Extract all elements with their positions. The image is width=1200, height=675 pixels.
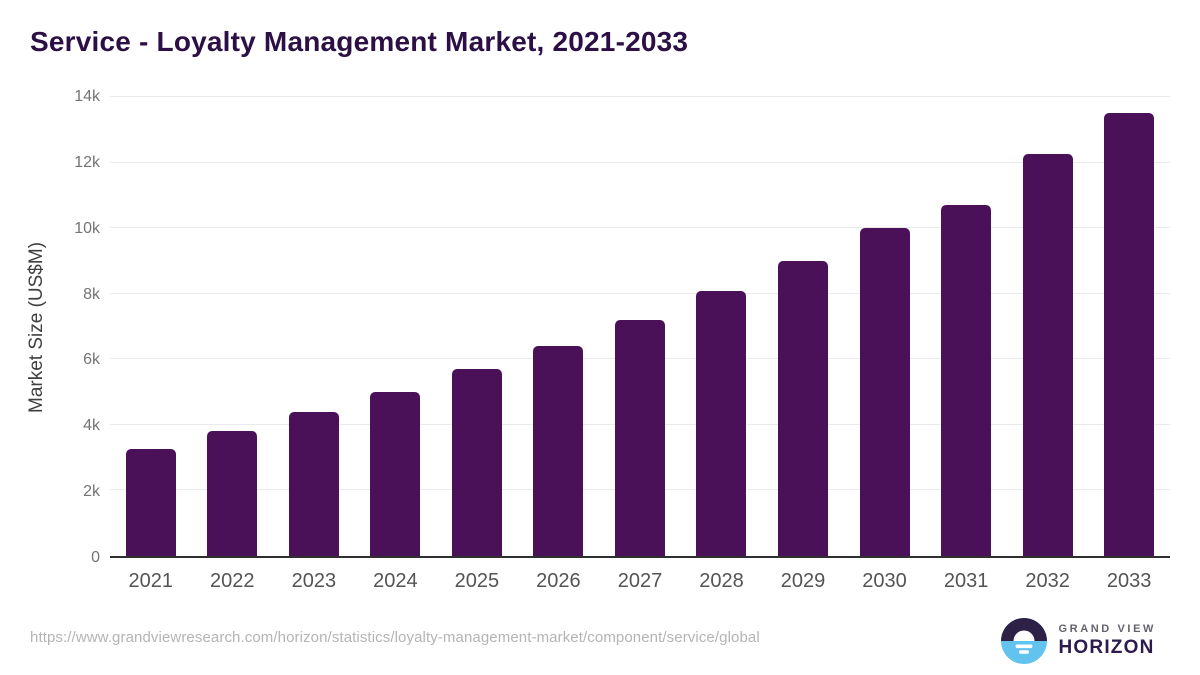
bar-band: 2024 <box>355 97 437 592</box>
bar-band: 2027 <box>599 97 681 592</box>
bar-band: 2022 <box>192 97 274 592</box>
x-tick-label: 2027 <box>617 570 663 592</box>
bar-2032 <box>1022 154 1073 556</box>
bar-2022 <box>207 431 258 556</box>
x-tick-label: 2023 <box>291 570 337 592</box>
plot-area: 2021 2022 2023 2024 2025 2026 2027 2028 2029 2030… <box>110 96 1170 592</box>
y-tick-label: 14k <box>74 88 100 105</box>
gridline <box>110 227 1170 229</box>
bar-2025 <box>451 369 502 556</box>
bar-2029 <box>778 260 829 556</box>
logo-product-name: HORIZON <box>1058 637 1155 658</box>
bar-band: 2029 <box>762 97 844 592</box>
bar-2033 <box>1104 113 1155 556</box>
bar-2030 <box>859 228 910 556</box>
y-axis-ticks: 0 2k 4k 6k 8k 10k 12k 14k <box>30 88 100 566</box>
bar-band: 2028 <box>681 97 763 592</box>
x-tick-label: 2021 <box>128 570 174 592</box>
logo-text: GRAND VIEW HORIZON <box>1059 623 1157 659</box>
x-tick-label: 2024 <box>373 570 418 592</box>
x-tick-label: 2030 <box>862 570 907 592</box>
bar-2027 <box>614 319 665 556</box>
bar-band: 2033 <box>1088 97 1170 592</box>
x-tick-label: 2025 <box>454 570 500 592</box>
x-tick-label: 2029 <box>780 570 826 592</box>
logo-brand-name: GRAND VIEW <box>1058 623 1156 635</box>
bar-band: 2031 <box>925 97 1007 592</box>
gridline <box>110 292 1170 294</box>
bar-band: 2023 <box>273 97 355 592</box>
bar-2023 <box>288 411 339 556</box>
x-tick-label: 2022 <box>210 570 255 592</box>
bar-2031 <box>941 205 992 556</box>
bar-2028 <box>696 291 747 556</box>
y-tick-label: 2k <box>83 483 100 501</box>
horizon-sun-icon <box>1000 618 1047 664</box>
grandview-horizon-logo: GRAND VIEW HORIZON <box>1000 618 1157 664</box>
y-tick-label: 10k <box>74 219 100 237</box>
y-tick-label: 8k <box>83 285 100 303</box>
page-title: Service - Loyalty Management Market, 202… <box>30 26 689 57</box>
x-tick-label: 2033 <box>1106 570 1152 592</box>
bar-band: 2030 <box>844 97 926 592</box>
y-tick-label: 6k <box>83 351 100 369</box>
bar-2026 <box>533 346 584 556</box>
y-tick-label: 0 <box>91 549 100 566</box>
source-url: https://www.grandviewresearch.com/horizo… <box>30 629 760 646</box>
y-tick-label: 12k <box>74 153 100 171</box>
bar-band: 2021 <box>110 97 192 592</box>
bar-2024 <box>370 392 421 556</box>
bar-band: 2025 <box>436 97 518 592</box>
bar-band: 2032 <box>1007 97 1089 592</box>
x-tick-label: 2031 <box>943 570 989 592</box>
bar-2021 <box>125 449 176 556</box>
bar-band: 2026 <box>518 97 600 592</box>
gridline <box>110 96 1170 97</box>
x-tick-label: 2028 <box>699 570 744 592</box>
x-tick-label: 2026 <box>536 570 581 592</box>
gridline <box>110 161 1170 163</box>
x-tick-label: 2032 <box>1025 570 1070 592</box>
y-tick-label: 4k <box>83 417 100 435</box>
